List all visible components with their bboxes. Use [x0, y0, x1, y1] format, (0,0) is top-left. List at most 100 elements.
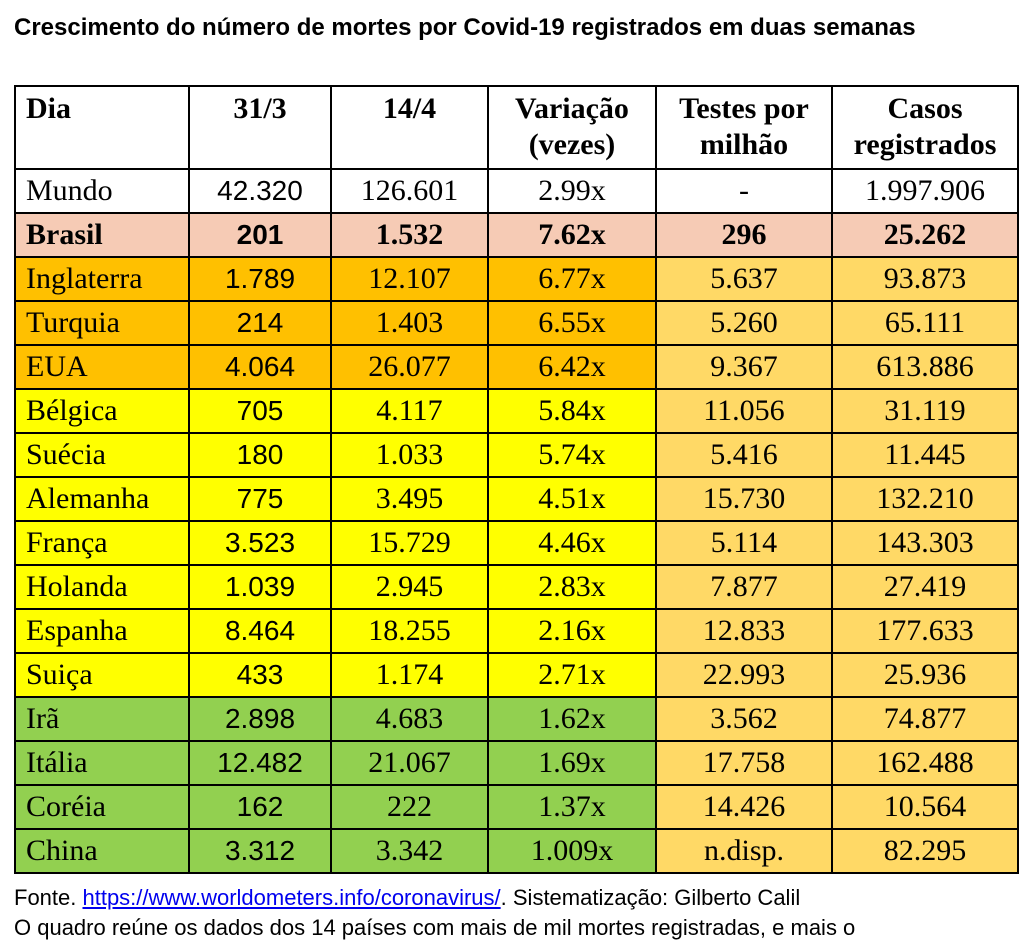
cell-testes: 11.056: [655, 388, 833, 434]
cell-testes: 3.562: [655, 696, 833, 742]
page-title: Crescimento do número de mortes por Covi…: [14, 14, 916, 41]
cell-testes: 5.416: [655, 432, 833, 478]
cell-variacao: 2.71x: [487, 652, 657, 698]
cell-casos: 1.997.906: [831, 168, 1019, 214]
footer-source-label: Fonte.: [14, 885, 83, 910]
cell-14-4: 3.495: [330, 476, 489, 522]
cell-31-3: 4.064: [188, 344, 332, 390]
cell-country: Coréia: [14, 784, 190, 830]
cell-country: Mundo: [14, 168, 190, 214]
cell-country: Suécia: [14, 432, 190, 478]
cell-14-4: 1.403: [330, 300, 489, 346]
cell-31-3: 775: [188, 476, 332, 522]
cell-country: Bélgica: [14, 388, 190, 434]
table-row: Suiça 433 1.174 2.71x 22.993 25.936: [14, 652, 1019, 698]
cell-country: Brasil: [14, 212, 190, 258]
cell-casos: 613.886: [831, 344, 1019, 390]
cell-14-4: 4.683: [330, 696, 489, 742]
cell-31-3: 214: [188, 300, 332, 346]
cell-country: Alemanha: [14, 476, 190, 522]
cell-country: Suiça: [14, 652, 190, 698]
cell-casos: 177.633: [831, 608, 1019, 654]
cell-14-4: 1.532: [330, 212, 489, 258]
cell-variacao: 6.77x: [487, 256, 657, 302]
footer-source-link[interactable]: https://www.worldometers.info/coronaviru…: [82, 885, 501, 910]
cell-testes: 296: [655, 212, 833, 258]
cell-casos: 25.936: [831, 652, 1019, 698]
table-row: França 3.523 15.729 4.46x 5.114 143.303: [14, 520, 1019, 566]
cell-variacao: 1.69x: [487, 740, 657, 786]
cell-testes: 15.730: [655, 476, 833, 522]
cell-variacao: 1.009x: [487, 828, 657, 874]
cell-31-3: 3.523: [188, 520, 332, 566]
table-row: Bélgica 705 4.117 5.84x 11.056 31.119: [14, 388, 1019, 434]
cell-14-4: 222: [330, 784, 489, 830]
cell-variacao: 7.62x: [487, 212, 657, 258]
cell-variacao: 1.62x: [487, 696, 657, 742]
footer: Fonte. https://www.worldometers.info/cor…: [14, 881, 1024, 940]
cell-casos: 25.262: [831, 212, 1019, 258]
footer-note: O quadro reúne os dados dos 14 países co…: [14, 915, 856, 940]
cell-14-4: 4.117: [330, 388, 489, 434]
table-row: Alemanha 775 3.495 4.51x 15.730 132.210: [14, 476, 1019, 522]
table-row: Brasil 201 1.532 7.62x 296 25.262: [14, 212, 1019, 258]
cell-14-4: 3.342: [330, 828, 489, 874]
header-dia: Dia: [14, 85, 190, 170]
cell-31-3: 42.320: [188, 168, 332, 214]
cell-31-3: 1.039: [188, 564, 332, 610]
cell-variacao: 2.83x: [487, 564, 657, 610]
cell-31-3: 180: [188, 432, 332, 478]
cell-testes: 5.637: [655, 256, 833, 302]
cell-casos: 143.303: [831, 520, 1019, 566]
cell-country: Irã: [14, 696, 190, 742]
cell-testes: 7.877: [655, 564, 833, 610]
cell-31-3: 705: [188, 388, 332, 434]
cell-14-4: 21.067: [330, 740, 489, 786]
cell-14-4: 1.033: [330, 432, 489, 478]
cell-testes: 17.758: [655, 740, 833, 786]
cell-casos: 162.488: [831, 740, 1019, 786]
cell-country: Itália: [14, 740, 190, 786]
table-row: Mundo 42.320 126.601 2.99x -1.997.906: [14, 168, 1019, 214]
cell-variacao: 6.55x: [487, 300, 657, 346]
header-variacao: Variação (vezes): [487, 85, 657, 170]
cell-country: China: [14, 828, 190, 874]
table-row: Irã 2.898 4.683 1.62x 3.562 74.877: [14, 696, 1019, 742]
cell-casos: 31.119: [831, 388, 1019, 434]
cell-casos: 10.564: [831, 784, 1019, 830]
cell-casos: 82.295: [831, 828, 1019, 874]
cell-casos: 74.877: [831, 696, 1019, 742]
cell-14-4: 2.945: [330, 564, 489, 610]
cell-testes: 5.114: [655, 520, 833, 566]
cell-testes: -: [655, 168, 833, 214]
header-testes: Testes por milhão: [655, 85, 833, 170]
table-row: Holanda 1.039 2.945 2.83x 7.877 27.419: [14, 564, 1019, 610]
cell-casos: 132.210: [831, 476, 1019, 522]
covid-deaths-table: Dia 31/3 14/4 Variação (vezes) Testes po…: [14, 85, 1019, 874]
table-row: Inglaterra 1.789 12.107 6.77x 5.637 93.873: [14, 256, 1019, 302]
cell-country: Holanda: [14, 564, 190, 610]
cell-14-4: 15.729: [330, 520, 489, 566]
cell-testes: 22.993: [655, 652, 833, 698]
cell-31-3: 433: [188, 652, 332, 698]
cell-country: Turquia: [14, 300, 190, 346]
header-14-4: 14/4: [330, 85, 489, 170]
cell-testes: 12.833: [655, 608, 833, 654]
cell-variacao: 4.51x: [487, 476, 657, 522]
cell-31-3: 12.482: [188, 740, 332, 786]
cell-testes: n.disp.: [655, 828, 833, 874]
cell-testes: 14.426: [655, 784, 833, 830]
table-row: China 3.312 3.342 1.009x n.disp. 82.295: [14, 828, 1019, 874]
cell-variacao: 2.16x: [487, 608, 657, 654]
cell-variacao: 1.37x: [487, 784, 657, 830]
cell-31-3: 2.898: [188, 696, 332, 742]
cell-country: França: [14, 520, 190, 566]
footer-credit: . Sistematização: Gilberto Calil: [500, 885, 801, 910]
cell-casos: 93.873: [831, 256, 1019, 302]
cell-country: Inglaterra: [14, 256, 190, 302]
cell-14-4: 126.601: [330, 168, 489, 214]
table-row: Itália 12.482 21.067 1.69x 17.758 162.488: [14, 740, 1019, 786]
cell-country: EUA: [14, 344, 190, 390]
header-row: Dia 31/3 14/4 Variação (vezes) Testes po…: [14, 85, 1019, 170]
cell-testes: 9.367: [655, 344, 833, 390]
